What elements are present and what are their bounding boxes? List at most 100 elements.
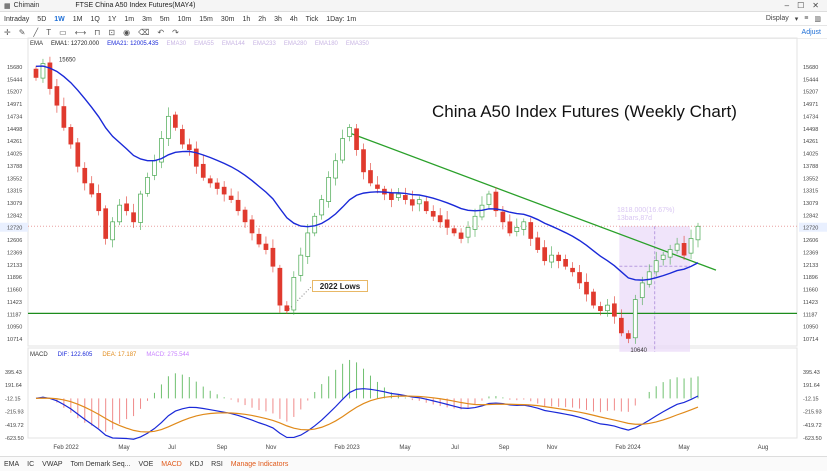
macd-legend: MACD DIF: 122.605 DEA: 17.187 MACD: 275.… [30,352,189,358]
manage-indicators-button[interactable]: Manage Indicators [230,460,289,468]
time-tick: May [399,445,410,451]
indicator-tab-0[interactable]: EMA [4,460,20,468]
macd-tick-right: -419.72 [803,423,822,429]
timeframe-10[interactable]: 15m [199,15,213,23]
candle-body [326,177,332,202]
candle-body [402,195,408,200]
pen-icon[interactable]: ✎ [18,28,26,37]
adjust-button[interactable]: Adjust [801,29,821,36]
measure-icon[interactable]: ⟷ [74,28,87,37]
candle-body [256,233,262,245]
candle-body [75,142,81,167]
lows-note[interactable]: 2022 Lows [312,280,368,292]
price-tick-left: 13788 [7,164,22,170]
time-tick: Feb 2023 [334,445,360,451]
timeframe-17[interactable]: 1Day: 1m [326,15,357,23]
time-tick: Sep [499,445,510,451]
candle-body [625,333,631,339]
time-tick: Jul [168,445,176,451]
maximize-icon[interactable]: ☐ [797,1,805,10]
timeframe-1[interactable]: 5D [37,15,47,23]
price-tick-left: 14498 [7,127,22,133]
candle-body [221,186,227,195]
indicator-tab-5[interactable]: MACD [161,460,182,468]
price-tick-right: 10714 [803,337,818,343]
app-name[interactable]: ▦ Chimain [4,2,40,10]
price-tick-right: 14971 [803,102,818,108]
timeframe-14[interactable]: 3h [274,15,282,23]
ema1-value: EMA1: 12720.000 [51,41,100,47]
candle-body [159,138,164,163]
timeframe-13[interactable]: 2h [258,15,267,23]
indicator-tab-6[interactable]: KDJ [189,460,204,468]
timeframe-15[interactable]: 4h [289,15,298,23]
candle-body [124,203,129,212]
candle-body [228,195,234,200]
candle-body [416,199,422,205]
macd-legend-name[interactable]: MACD [30,352,48,358]
close-icon[interactable]: ✕ [812,1,819,10]
line-icon[interactable]: ╱ [33,28,39,37]
timeframe-16[interactable]: Tick [305,15,319,23]
indicator-tab-2[interactable]: VWAP [42,460,63,468]
timeframe-5[interactable]: 1Y [107,15,117,23]
timeframe-7[interactable]: 3m [142,15,152,23]
ema-legend-name[interactable]: EMA [30,41,44,47]
magnet-icon[interactable]: ⊓ [94,28,101,37]
window-title: FTSE China A50 Index Futures(MAY4) [75,2,196,9]
macd-tick-left: -623.50 [5,436,24,442]
chevron-down-icon[interactable]: ▾ [794,16,799,23]
timeframe-9[interactable]: 10m [177,15,192,23]
macd-dea-line [35,395,699,433]
ema-faded-4: EMA280 [283,41,307,47]
candle-body [263,243,269,250]
lows-pointer [286,285,313,312]
candle-body [96,193,102,212]
display-button[interactable]: Display [765,15,789,22]
timeframe-3[interactable]: 1M [72,15,83,23]
timeframe-6[interactable]: 1m [124,15,135,23]
indicator-tab-7[interactable]: RSI [211,460,223,468]
last-price-tag-right [799,222,827,232]
candle-body [249,219,255,234]
candle-body [298,254,304,276]
timeframe-0[interactable]: Intraday [4,15,30,23]
price-tick-right: 15207 [803,90,818,96]
eye-icon[interactable]: ◉ [123,28,131,37]
text-icon[interactable]: T [46,28,52,37]
layout-icon[interactable]: ▥ [814,16,821,23]
shape-icon[interactable]: ▭ [59,28,67,37]
candle-body [186,144,192,150]
ema21-line [35,65,699,281]
candle-body [612,303,617,317]
redo-icon[interactable]: ↷ [172,28,179,37]
price-tick-left: 10714 [7,337,22,343]
timeframe-2[interactable]: 1W [54,15,65,23]
undo-icon[interactable]: ↶ [157,28,165,37]
indicator-tab-4[interactable]: VOE [138,460,154,468]
ema-faded-3: EMA233 [252,41,276,47]
candle-body [507,221,513,234]
minimize-icon[interactable]: – [784,1,790,10]
candle-body [173,114,178,128]
price-tick-right: 12369 [803,250,818,256]
lock-icon[interactable]: ⊡ [108,28,116,37]
candle-body [117,204,122,223]
timeframe-12[interactable]: 1h [242,15,251,23]
price-tick-left: 15207 [7,90,22,96]
timeframe-8[interactable]: 5m [159,15,170,23]
time-tick: Sep [217,445,228,451]
candle-body [458,232,464,239]
timeframe-4[interactable]: 1Q [90,15,100,23]
timeframe-11[interactable]: 30m [220,15,235,23]
indicator-tab-1[interactable]: IC [27,460,35,468]
crosshair-icon[interactable]: ✛ [4,28,11,37]
list-icon[interactable]: ≡ [804,15,809,22]
macd-tick-right: -623.50 [803,436,822,442]
trash-icon[interactable]: ⌫ [138,28,150,37]
candle-body [214,182,220,189]
candle-body [521,221,527,230]
indicator-tab-3[interactable]: Tom Demark Seq... [70,460,131,468]
candle-body [305,232,311,257]
